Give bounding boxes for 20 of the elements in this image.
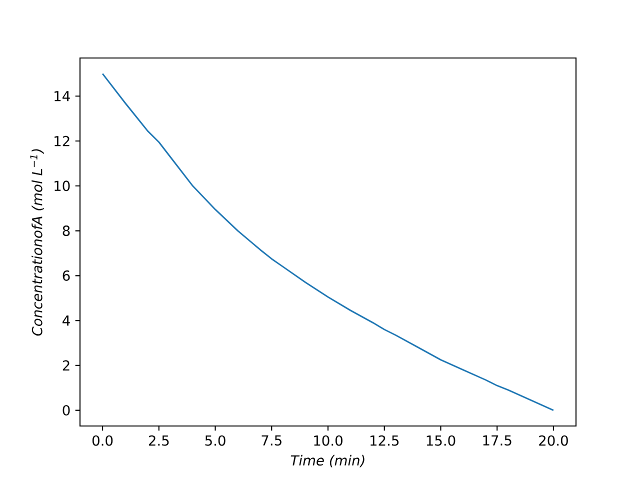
x-tick-label: 20.0	[539, 435, 568, 446]
x-tick-label: 12.5	[370, 435, 399, 446]
y-tick-label: 8	[62, 226, 70, 236]
y-tick-label: 12	[54, 136, 70, 146]
y-tick-label: 6	[62, 270, 70, 281]
x-tick-label: 2.5	[148, 435, 169, 446]
x-tick-label: 17.5	[483, 435, 512, 446]
x-tick-label: 15.0	[426, 435, 456, 446]
y-tick-label: 10	[54, 180, 70, 192]
x-tick-label: 0.0	[92, 435, 113, 446]
y-tick-label: 4	[62, 316, 70, 326]
y-tick-label: 0	[62, 405, 70, 416]
y-axis-title: ConcentrationofA (mol L$^{−1}$)	[30, 149, 44, 336]
y-tick-label: 14	[54, 91, 70, 102]
x-axis-title: Time (min)	[290, 454, 364, 468]
x-tick-label: 7.5	[262, 435, 282, 446]
y-tick-label: 2	[62, 360, 70, 371]
x-tick-label: 10.0	[314, 435, 342, 446]
x-tick-label: 5.0	[205, 435, 226, 446]
line-series	[102, 72, 554, 412]
